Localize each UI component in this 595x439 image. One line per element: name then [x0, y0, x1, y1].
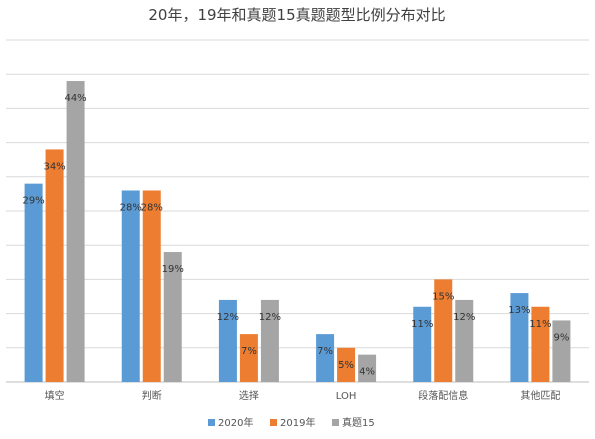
data-label: 28% [141, 202, 163, 213]
legend-label: 2019年 [280, 416, 315, 429]
data-label: 9% [553, 332, 569, 343]
category-label: LOH [336, 391, 357, 402]
data-label: 15% [432, 291, 454, 302]
data-label: 13% [508, 305, 530, 316]
legend-label: 真题15 [342, 416, 375, 429]
legend-swatch [332, 419, 339, 426]
bar [24, 183, 43, 382]
data-label: 7% [317, 346, 333, 357]
bar [239, 334, 258, 382]
data-label: 28% [120, 202, 142, 213]
data-label: 5% [338, 360, 354, 371]
chart-title: 20年，19年和真题15真题题型比例分布对比 [148, 6, 445, 24]
data-labels: 29% 34% 44% 28%28% 19% 12% 7% 12% 7% 5% 4% 11% 15% 12… [22, 93, 569, 378]
bar [455, 299, 474, 382]
category-label: 其他匹配 [520, 389, 560, 402]
gridlines [6, 39, 589, 383]
data-label: 29% [22, 196, 44, 207]
data-label: 19% [162, 264, 184, 275]
legend-swatch [208, 419, 215, 426]
legend-label: 2020年 [218, 416, 253, 429]
bar [45, 149, 64, 382]
bar [337, 347, 356, 382]
category-label: 段落配信息 [418, 389, 468, 402]
data-label: 34% [43, 161, 65, 172]
category-labels: 填空 判断 选择 LOH 段落配信息 其他匹配 [45, 389, 561, 402]
data-label: 11% [529, 319, 551, 330]
bar [531, 306, 550, 382]
bar [434, 279, 453, 382]
bar [358, 354, 377, 382]
category-label: 填空 [45, 389, 65, 402]
bar [163, 252, 182, 382]
category-label: 判断 [142, 389, 162, 402]
bar [413, 306, 432, 382]
bar [66, 81, 85, 382]
data-label: 7% [241, 346, 257, 357]
bar [316, 334, 335, 382]
bar [260, 299, 279, 382]
data-label: 12% [453, 312, 475, 323]
data-label: 11% [411, 319, 433, 330]
bar [510, 293, 529, 382]
data-label: 4% [359, 367, 375, 378]
data-label: 44% [64, 93, 86, 104]
legend-swatch [270, 419, 277, 426]
legend: 2020年 2019年 真题15 [208, 416, 375, 429]
data-label: 12% [217, 312, 239, 323]
data-label: 12% [259, 312, 281, 323]
bar [218, 299, 237, 382]
bar [121, 190, 140, 382]
bar [142, 190, 161, 382]
bars [24, 81, 571, 382]
bar [552, 320, 571, 382]
category-label: 选择 [239, 389, 259, 402]
